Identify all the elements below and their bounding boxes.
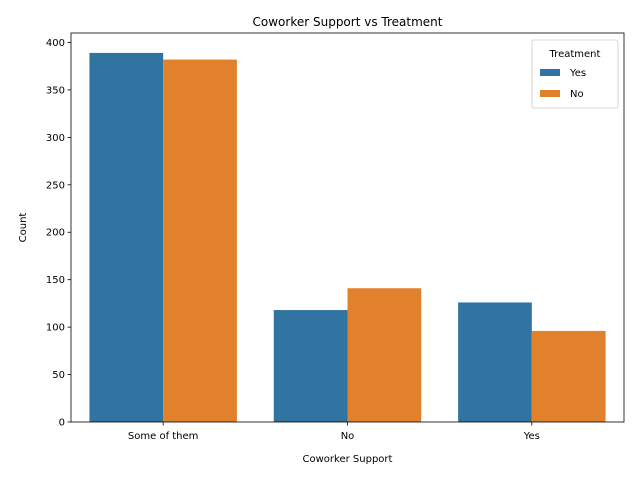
y-tick-label: 50 [52,370,65,381]
y-tick-label: 300 [46,133,65,144]
y-tick-label: 250 [46,180,65,191]
y-tick-label: 200 [46,228,65,239]
x-tick-label: No [341,431,355,442]
x-axis-label: Coworker Support [303,454,393,465]
y-tick-label: 350 [46,85,65,96]
y-tick-label: 100 [46,323,65,334]
legend-swatch-no [540,90,560,97]
y-tick-label: 0 [59,418,65,429]
bar-yes-yes [458,302,532,422]
bar-yes-no [531,330,606,422]
y-axis-ticks: 0 50 100 150 200 250 300 350 400 [46,38,71,429]
chart-title: Coworker Support vs Treatment [253,15,443,29]
bar-some-of-them-yes [89,52,164,423]
x-axis-ticks: Some of them No Yes [128,422,540,442]
legend-items: Yes No [540,68,586,100]
y-tick-label: 400 [46,38,65,49]
plot-frame [70,32,625,423]
legend: Treatment Yes No [531,39,619,109]
legend-label-yes: Yes [569,68,586,79]
legend-swatch-yes [540,69,560,76]
y-axis-label: Count [18,213,29,243]
bar-some-of-them-no [163,59,237,422]
y-tick-label: 150 [46,275,65,286]
legend-title: Treatment [549,49,601,60]
bar-no-no [347,288,422,422]
bar-no-yes [273,310,348,422]
x-tick-label: Yes [523,431,540,442]
x-tick-label: Some of them [128,431,199,442]
legend-label-no: No [570,89,584,100]
bars [89,52,606,423]
